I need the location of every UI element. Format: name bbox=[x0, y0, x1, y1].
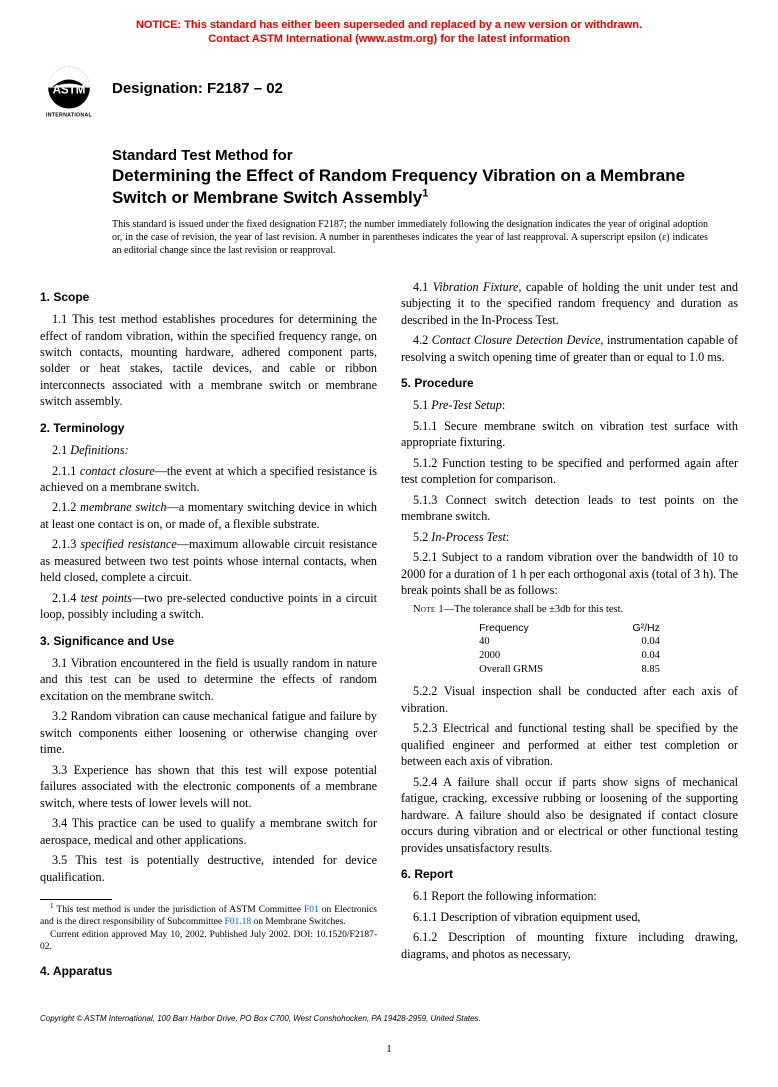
p-2-1-1: 2.1.1 contact closure—the event at which… bbox=[40, 463, 377, 496]
p-5-2-1: 5.2.1 Subject to a random vibration over… bbox=[401, 549, 738, 598]
head-significance: 3. Significance and Use bbox=[40, 633, 377, 649]
p-5-1-3: 5.1.3 Connect switch detection leads to … bbox=[401, 492, 738, 525]
p-5-2-3: 5.2.3 Electrical and functional testing … bbox=[401, 720, 738, 769]
p-4-1: 4.1 Vibration Fixture, capable of holdin… bbox=[401, 279, 738, 328]
link-f0118[interactable]: F01.18 bbox=[224, 917, 251, 927]
p-3-5: 3.5 This test is potentially destructive… bbox=[40, 852, 377, 885]
footnote-1: 1 This test method is under the jurisdic… bbox=[40, 904, 377, 929]
p-6-1-2: 6.1.2 Description of mounting fixture in… bbox=[401, 929, 738, 962]
title-block: Standard Test Method for Determining the… bbox=[112, 147, 738, 208]
p-3-1: 3.1 Vibration encountered in the field i… bbox=[40, 655, 377, 704]
p-2-1-3: 2.1.3 specified resistance—maximum allow… bbox=[40, 536, 377, 585]
link-f01[interactable]: F01 bbox=[304, 905, 319, 915]
notice-line1: NOTICE: This standard has either been su… bbox=[136, 19, 642, 31]
head-apparatus: 4. Apparatus bbox=[40, 963, 377, 979]
p-5-1: 5.1 Pre-Test Setup: bbox=[401, 397, 738, 413]
copyright: Copyright © ASTM International, 100 Barr… bbox=[40, 1014, 738, 1025]
p-2-1-2: 2.1.2 membrane switch—a momentary switch… bbox=[40, 499, 377, 532]
head-procedure: 5. Procedure bbox=[401, 375, 738, 391]
p-1-1: 1.1 This test method establishes procedu… bbox=[40, 311, 377, 410]
body-columns: 1. Scope 1.1 This test method establishe… bbox=[40, 279, 738, 980]
designation: Designation: F2187 – 02 bbox=[112, 79, 283, 99]
notice-banner: NOTICE: This standard has either been su… bbox=[40, 18, 738, 47]
page-number: 1 bbox=[40, 1042, 738, 1057]
footnote-1b: Current edition approved May 10, 2002. P… bbox=[40, 929, 377, 954]
p-5-2: 5.2 In-Process Test: bbox=[401, 529, 738, 545]
head-scope: 1. Scope bbox=[40, 289, 377, 305]
svg-text:ASTM: ASTM bbox=[53, 83, 86, 96]
p-5-1-1: 5.1.1 Secure membrane switch on vibratio… bbox=[401, 418, 738, 451]
head-report: 6. Report bbox=[401, 866, 738, 882]
p-3-4: 3.4 This practice can be used to qualify… bbox=[40, 815, 377, 848]
p-2-1: 2.1 Definitions: bbox=[40, 442, 377, 458]
p-4-2: 4.2 Contact Closure Detection Device, in… bbox=[401, 332, 738, 365]
svg-text:INTERNATIONAL: INTERNATIONAL bbox=[46, 112, 93, 118]
header-row: ASTM INTERNATIONAL Designation: F2187 – … bbox=[40, 61, 738, 119]
title-line2: Determining the Effect of Random Frequen… bbox=[112, 165, 738, 208]
title-line1: Standard Test Method for bbox=[112, 147, 738, 166]
p-5-2-4: 5.2.4 A failure shall occur if parts sho… bbox=[401, 774, 738, 856]
notice-line2: Contact ASTM International (www.astm.org… bbox=[208, 33, 570, 45]
breakpoint-table: FrequencyG²/Hz 400.04 20000.04 Overall G… bbox=[443, 621, 696, 678]
p-6-1-1: 6.1.1 Description of vibration equipment… bbox=[401, 909, 738, 925]
p-2-1-4: 2.1.4 test points—two pre-selected condu… bbox=[40, 590, 377, 623]
p-6-1: 6.1 Report the following information: bbox=[401, 888, 738, 904]
p-3-2: 3.2 Random vibration can cause mechanica… bbox=[40, 708, 377, 757]
astm-logo: ASTM INTERNATIONAL bbox=[40, 61, 98, 119]
note-1: Note 1—The tolerance shall be ±3db for t… bbox=[401, 603, 738, 617]
p-5-1-2: 5.1.2 Function testing to be specified a… bbox=[401, 455, 738, 488]
issuance-note: This standard is issued under the fixed … bbox=[112, 218, 708, 257]
footnote-rule bbox=[40, 899, 112, 900]
head-terminology: 2. Terminology bbox=[40, 420, 377, 436]
p-3-3: 3.3 Experience has shown that this test … bbox=[40, 762, 377, 811]
p-5-2-2: 5.2.2 Visual inspection shall be conduct… bbox=[401, 683, 738, 716]
